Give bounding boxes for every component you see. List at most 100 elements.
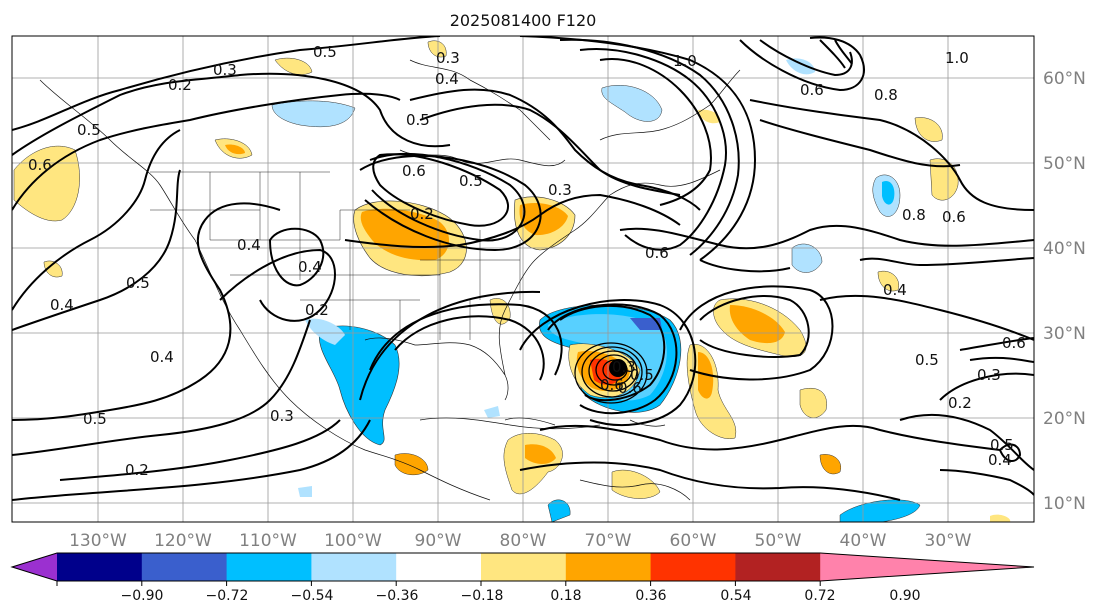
contour-label: 0.3: [213, 61, 237, 79]
colorbar-segment: [396, 553, 482, 581]
contour-label: 0.2: [305, 301, 329, 319]
contour-lines: [12, 36, 1034, 501]
colorbar-ticks: −0.90 −0.72 −0.54 −0.36 −0.18 0.18 0.36 …: [121, 588, 921, 604]
colorbar-tick: 0.72: [804, 588, 835, 604]
contour-label: 0.8: [902, 206, 926, 224]
shade-positive: [914, 117, 943, 142]
lon-label: 50°W: [755, 531, 802, 551]
contour-label: 0.5: [77, 121, 101, 139]
contour-label: 0.2: [948, 394, 972, 412]
colorbar-tick: 0.18: [550, 588, 581, 604]
latitude-labels: 60°N 50°N 40°N 30°N 20°N 10°N: [1043, 69, 1086, 514]
colorbar-tick: −0.36: [376, 588, 419, 604]
colorbar-segment: [481, 553, 567, 581]
lon-label: 30°W: [925, 531, 972, 551]
colorbar-tick: −0.72: [206, 588, 249, 604]
contour-label: 0.4: [50, 296, 74, 314]
contour-label: 1.0: [945, 49, 969, 67]
colorbar-segment: [735, 553, 821, 581]
shade-positive: [819, 454, 842, 475]
contour-label: 0.5: [406, 111, 430, 129]
lat-label: 60°N: [1043, 69, 1086, 89]
contour-label: 0.6: [645, 244, 669, 262]
contour-label: 0.3: [612, 358, 636, 376]
contour-label: 0.6: [618, 379, 642, 397]
lon-label: 130°W: [69, 531, 127, 551]
lat-label: 10°N: [1043, 494, 1086, 514]
colorbar-tick: −0.54: [291, 588, 334, 604]
shade-positive: [13, 145, 80, 222]
colorbar-segment: [141, 553, 228, 581]
shade-positive: [225, 144, 245, 155]
gridlines: [12, 36, 1034, 522]
colorbar: [10, 552, 1035, 586]
contour-label: 0.6: [942, 208, 966, 226]
contour-label: 0.4: [435, 70, 459, 88]
lon-label: 60°W: [670, 531, 717, 551]
lon-label: 120°W: [154, 531, 212, 551]
map-border: [11, 35, 1035, 523]
lon-label: 80°W: [500, 531, 547, 551]
contour-label: 0.6: [800, 81, 824, 99]
lon-label: 70°W: [585, 531, 632, 551]
shade-positive: [525, 444, 556, 464]
lon-label: 100°W: [324, 531, 382, 551]
colorbar-extend-left: [12, 553, 57, 581]
colorbar-segment: [57, 553, 143, 581]
contour-label: 0.2: [168, 76, 192, 94]
longitude-labels: 130°W 120°W 110°W 100°W 90°W 80°W 70°W 6…: [69, 531, 972, 551]
map-title: 2025081400 F120: [450, 11, 597, 30]
colorbar-segment: [311, 553, 397, 581]
coastlines: [39, 59, 741, 501]
shade-positive: [519, 203, 568, 236]
contour-label: 0.6: [600, 376, 624, 394]
contour-label: 0.4: [883, 281, 907, 299]
lon-label: 90°W: [415, 531, 462, 551]
shade-positive: [877, 270, 900, 292]
colorbar-extend-right: [820, 553, 1034, 581]
lon-label: 40°W: [840, 531, 887, 551]
contour-label: 0.5: [459, 172, 483, 190]
contour-label: 0.5: [630, 366, 654, 384]
contour-label: 0.6: [1002, 334, 1026, 352]
shade-negative: [298, 486, 312, 497]
cyclone-center-marker: [609, 359, 627, 377]
map-panel: [12, 36, 1034, 522]
contour-label: 1.0: [673, 52, 697, 70]
colorbar-tick: 0.90: [889, 588, 920, 604]
contour-label: 0.5: [126, 274, 150, 292]
lat-label: 30°N: [1043, 324, 1086, 344]
shade-positive: [611, 469, 661, 499]
contour-label: 0.2: [125, 461, 149, 479]
contour-label: 0.5: [990, 436, 1014, 454]
contour-label: 0.4: [298, 258, 322, 276]
colorbar-segment: [565, 553, 652, 581]
contour-label: 0.6: [402, 162, 426, 180]
state-borders: [150, 171, 521, 340]
contour-label: 0.4: [988, 451, 1012, 469]
shade-positive: [274, 57, 313, 75]
contour-label: 0.3: [270, 407, 294, 425]
shade-positive: [799, 387, 827, 418]
shade-negative-strong: [630, 318, 662, 330]
contour-label: 0.4: [150, 348, 174, 366]
lat-label: 50°N: [1043, 154, 1086, 174]
shade-negative: [791, 243, 823, 273]
shade-positive: [990, 514, 1011, 522]
shade-negative: [305, 318, 345, 345]
contour-label: 0.3: [977, 366, 1001, 384]
shade-negative: [484, 406, 500, 418]
contour-label-group: 0.5 0.3 0.4 1.0 1.0 0.2 0.3 0.6 0.5 0.6 …: [28, 43, 1026, 479]
contour-label: 0.5: [83, 410, 107, 428]
contour-label: 0.4: [237, 236, 261, 254]
lat-label: 40°N: [1043, 239, 1086, 259]
contour-label: 0.5: [313, 43, 337, 61]
shade-negative: [839, 499, 921, 522]
contour-label: 0.2: [410, 205, 434, 223]
shade-positive: [698, 109, 721, 124]
colorbar-tick: 0.54: [720, 588, 751, 604]
shade-positive: [427, 40, 447, 58]
shade-positive: [729, 305, 785, 344]
cyclone-rings: [574, 342, 648, 404]
